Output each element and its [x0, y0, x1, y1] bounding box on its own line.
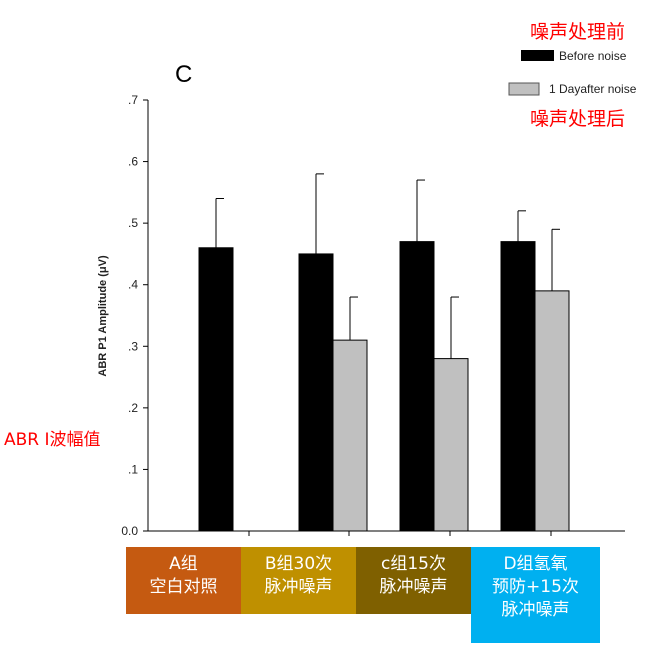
legend-swatch-after	[508, 82, 540, 96]
group-label-line: B组30次	[264, 554, 333, 574]
annotation-after: 噪声处理后	[530, 108, 626, 130]
group-label-line: c组15次	[381, 554, 446, 574]
group-label-line: D组氢氧	[503, 554, 568, 574]
bar	[433, 358, 469, 532]
y-tick-label: .5	[128, 216, 138, 230]
group-label-c: c组15次脉冲噪声	[356, 547, 471, 614]
legend-label-after: 1 Dayafter noise	[549, 82, 637, 96]
bar	[534, 290, 570, 532]
group-label-line: 预防+15次	[492, 577, 579, 597]
bar	[399, 241, 435, 532]
group-label-line: 脉冲噪声	[264, 577, 333, 597]
bar	[332, 339, 368, 532]
bar	[298, 253, 334, 532]
annotation-before: 噪声处理前	[530, 21, 626, 43]
group-label-b: B组30次脉冲噪声	[241, 547, 356, 614]
group-label-d: D组氢氧预防+15次 脉冲噪声	[471, 547, 600, 643]
bar	[500, 241, 536, 532]
y-tick-label: 0.0	[121, 524, 138, 538]
y-tick-label: .7	[128, 93, 138, 107]
panel-label: C	[175, 61, 192, 88]
bar	[198, 247, 234, 532]
legend-swatch-before	[521, 50, 554, 61]
y-tick-label: .6	[128, 155, 138, 169]
annotation-ylabel: ABR I波幅值	[4, 430, 101, 450]
legend-label-before: Before noise	[559, 49, 627, 63]
group-label-line: 空白对照	[149, 577, 218, 597]
y-tick-label: .4	[128, 278, 138, 292]
group-label-line: 脉冲噪声	[379, 577, 448, 597]
y-tick-label: .2	[128, 401, 138, 415]
y-tick-label: .3	[128, 339, 138, 353]
y-tick-label: .1	[128, 462, 138, 476]
group-label-line: 脉冲噪声	[501, 600, 570, 620]
group-label-line: A组	[169, 554, 198, 574]
y-axis-label: ABR P1 Amplitude (μV)	[97, 255, 109, 377]
group-label-a: A组空白对照	[126, 547, 241, 614]
